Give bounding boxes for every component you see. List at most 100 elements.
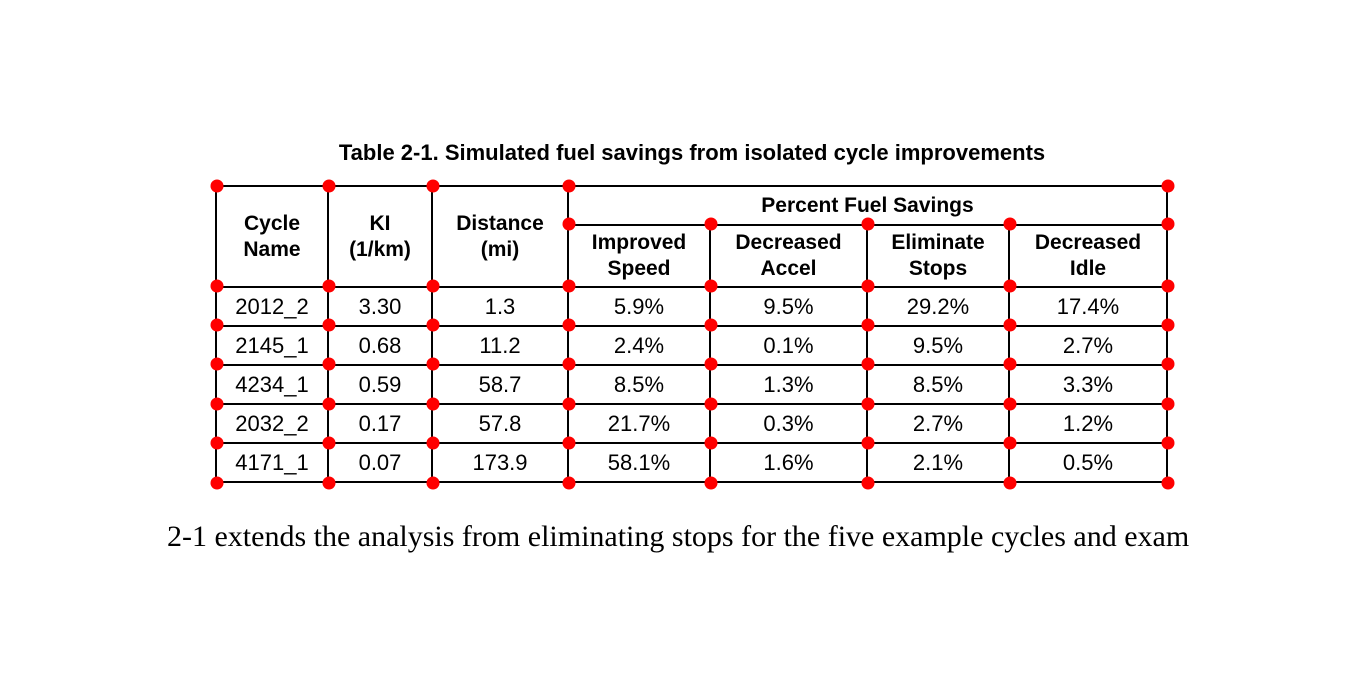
annotation-dot [210, 357, 224, 371]
cell-eliminate-stops: 29.2% [866, 286, 1010, 327]
annotation-dot [1161, 318, 1175, 332]
annotation-dot [322, 279, 336, 293]
annotation-dot [562, 318, 576, 332]
cell-cycle-name: 4234_1 [215, 364, 329, 405]
annotation-dot [562, 217, 576, 231]
annotation-dot [322, 436, 336, 450]
annotation-dot [861, 279, 875, 293]
table-row: 2145_1 0.68 11.2 2.4% 0.1% 9.5% 2.7% [215, 325, 1168, 366]
annotation-dot [562, 397, 576, 411]
cell-decreased-idle: 2.7% [1008, 325, 1168, 366]
annotation-dot [562, 476, 576, 490]
col-header-distance: Distance (mi) [431, 185, 569, 288]
annotation-dot [1003, 217, 1017, 231]
col-header-decreased-accel: Decreased Accel [709, 224, 868, 288]
annotation-dot [861, 318, 875, 332]
annotation-dot [562, 436, 576, 450]
annotation-dot [861, 357, 875, 371]
cell-cycle-name: 2012_2 [215, 286, 329, 327]
cell-decreased-accel: 0.3% [709, 403, 868, 444]
cell-ki: 0.68 [327, 325, 433, 366]
annotation-dot [1003, 318, 1017, 332]
cell-ki: 0.07 [327, 442, 433, 483]
annotation-dot [322, 318, 336, 332]
annotation-dot [210, 318, 224, 332]
cell-decreased-accel: 0.1% [709, 325, 868, 366]
cell-ki: 0.59 [327, 364, 433, 405]
cell-distance: 58.7 [431, 364, 569, 405]
cell-ki: 0.17 [327, 403, 433, 444]
cell-eliminate-stops: 2.1% [866, 442, 1010, 483]
annotation-dot [562, 279, 576, 293]
annotation-dot [704, 279, 718, 293]
annotation-dot [1003, 397, 1017, 411]
cell-improved-speed: 2.4% [567, 325, 711, 366]
annotation-dot [426, 476, 440, 490]
table-caption: Table 2-1. Simulated fuel savings from i… [338, 140, 1046, 165]
annotation-dot [322, 476, 336, 490]
annotation-dot [1003, 476, 1017, 490]
annotation-dot [861, 436, 875, 450]
cell-eliminate-stops: 2.7% [866, 403, 1010, 444]
annotation-dot [426, 436, 440, 450]
annotation-dot [704, 476, 718, 490]
annotation-dot [861, 397, 875, 411]
body-text-content: 2-1 extends the analysis from eliminatin… [167, 520, 1190, 553]
cell-decreased-accel: 9.5% [709, 286, 868, 327]
cell-eliminate-stops: 8.5% [866, 364, 1010, 405]
cell-cycle-name: 2032_2 [215, 403, 329, 444]
annotation-dot [704, 357, 718, 371]
annotation-dot [210, 179, 224, 193]
col-header-ki: KI (1/km) [327, 185, 433, 288]
fuel-savings-table: Cycle Name KI (1/km) Distance (mi) Perce… [215, 185, 1168, 483]
annotation-dot [1161, 357, 1175, 371]
cell-distance: 11.2 [431, 325, 569, 366]
cell-distance: 173.9 [431, 442, 569, 483]
cell-distance: 1.3 [431, 286, 569, 327]
cell-improved-speed: 5.9% [567, 286, 711, 327]
table-row: 2012_2 3.30 1.3 5.9% 9.5% 29.2% 17.4% [215, 286, 1168, 327]
col-header-cycle-name: Cycle Name [215, 185, 329, 288]
annotation-dot [426, 279, 440, 293]
annotation-dot [210, 397, 224, 411]
cell-improved-speed: 21.7% [567, 403, 711, 444]
cell-eliminate-stops: 9.5% [866, 325, 1010, 366]
cell-decreased-idle: 1.2% [1008, 403, 1168, 444]
cell-decreased-idle: 17.4% [1008, 286, 1168, 327]
annotation-dot [1161, 397, 1175, 411]
cell-cycle-name: 2145_1 [215, 325, 329, 366]
annotation-dot [1003, 436, 1017, 450]
annotation-dot [322, 397, 336, 411]
cell-decreased-idle: 3.3% [1008, 364, 1168, 405]
annotation-dot [1161, 217, 1175, 231]
annotation-dot [704, 436, 718, 450]
annotation-dot [426, 357, 440, 371]
annotation-dot [1161, 436, 1175, 450]
annotation-dot [562, 179, 576, 193]
cell-improved-speed: 8.5% [567, 364, 711, 405]
cell-decreased-accel: 1.6% [709, 442, 868, 483]
body-text: e 2-1 extends the analysis from eliminati… [151, 510, 1189, 555]
annotation-dot [426, 179, 440, 193]
annotation-dot [322, 179, 336, 193]
annotation-dot [1003, 357, 1017, 371]
annotation-dot [1003, 279, 1017, 293]
annotation-dot [704, 318, 718, 332]
cell-ki: 3.30 [327, 286, 433, 327]
cell-cycle-name: 4171_1 [215, 442, 329, 483]
annotation-dot [1161, 179, 1175, 193]
annotation-dot [210, 476, 224, 490]
clipped-word-fragment: e [151, 510, 158, 546]
annotation-dot [704, 217, 718, 231]
annotation-dot [1161, 279, 1175, 293]
col-header-decreased-idle: Decreased Idle [1008, 224, 1168, 288]
annotation-dot [704, 397, 718, 411]
annotation-dot [861, 476, 875, 490]
table-row: 2032_2 0.17 57.8 21.7% 0.3% 2.7% 1.2% [215, 403, 1168, 444]
annotation-dot [210, 279, 224, 293]
annotation-dot [426, 318, 440, 332]
annotation-dot [1161, 476, 1175, 490]
annotation-dot [322, 357, 336, 371]
table-row: 4234_1 0.59 58.7 8.5% 1.3% 8.5% 3.3% [215, 364, 1168, 405]
annotation-dot [210, 436, 224, 450]
